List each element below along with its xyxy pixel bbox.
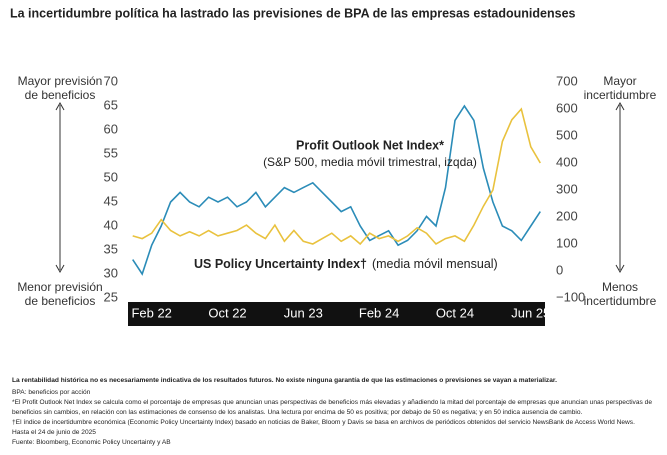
y-tick-label: 70: [104, 73, 118, 88]
y-tick-label: 600: [556, 100, 578, 115]
legend-group: US Policy Uncertainty Index† (media móvil…: [194, 257, 498, 271]
y-tick-label: 35: [104, 241, 118, 256]
y-tick-label: 300: [556, 181, 578, 196]
y-tick-label: −100: [556, 289, 585, 304]
footnote: La rentabilidad histórica no es necesari…: [12, 377, 557, 384]
y-tick-label: 55: [104, 145, 118, 160]
y-tick-label: 100: [556, 235, 578, 250]
side-label: Mayor: [603, 74, 636, 88]
side-label: Menos: [602, 280, 638, 294]
arrow-head: [55, 101, 65, 111]
footnote: †El índice de incertidumbre económica (E…: [12, 419, 635, 426]
y-tick-label: 700: [556, 73, 578, 88]
series-line: [132, 107, 541, 246]
footnote: Hasta el 24 de junio de 2025: [12, 429, 96, 436]
x-tick-label: Feb 22: [131, 305, 171, 320]
y-tick-label: 25: [104, 289, 118, 304]
y-tick-label: 30: [104, 265, 118, 280]
y-tick-label: 65: [104, 97, 118, 112]
legend-note: (media móvil mensual): [372, 257, 498, 271]
footnote: Fuente: Bloomberg, Economic Policy Uncer…: [12, 439, 171, 446]
series-line: [132, 104, 541, 276]
chart-title: La incertidumbre política ha lastrado la…: [10, 6, 576, 20]
y-tick-label: 60: [104, 121, 118, 136]
footnote: beneficios sin cambios, en relación con …: [12, 409, 583, 416]
y-tick-label: 40: [104, 217, 118, 232]
arrow-head: [55, 264, 65, 274]
x-tick-label: Oct 24: [436, 305, 474, 320]
legend-label: Profit Outlook Net Index*: [296, 138, 444, 152]
x-tick-label: Oct 22: [208, 305, 246, 320]
x-tick-label: Feb 24: [359, 305, 399, 320]
side-label: de beneficios: [25, 88, 96, 102]
y-tick-label: 0: [556, 262, 563, 277]
y-tick-label: 400: [556, 154, 578, 169]
legend-label: US Policy Uncertainty Index†: [194, 257, 367, 271]
side-label: incertidumbre: [584, 88, 657, 102]
side-label: de beneficios: [25, 294, 96, 308]
x-axis-band: [128, 302, 545, 326]
x-tick-label: Jun 25: [511, 305, 550, 320]
side-label: Mayor previsión: [18, 74, 103, 88]
y-tick-label: 50: [104, 169, 118, 184]
y-tick-label: 45: [104, 193, 118, 208]
arrow-head: [615, 264, 625, 274]
footnote: BPA: beneficios por acción: [12, 389, 91, 396]
y-tick-label: 500: [556, 127, 578, 142]
arrow-head: [615, 101, 625, 111]
y-tick-label: 200: [556, 208, 578, 223]
side-label: Menor previsión: [17, 280, 102, 294]
x-tick-label: Jun 23: [284, 305, 323, 320]
side-label: incertidumbre: [584, 294, 657, 308]
legend-note: (S&P 500, media móvil trimestral, izqda): [263, 155, 477, 169]
footnote: *El Profit Outlook Net Index se calcula …: [12, 399, 652, 406]
